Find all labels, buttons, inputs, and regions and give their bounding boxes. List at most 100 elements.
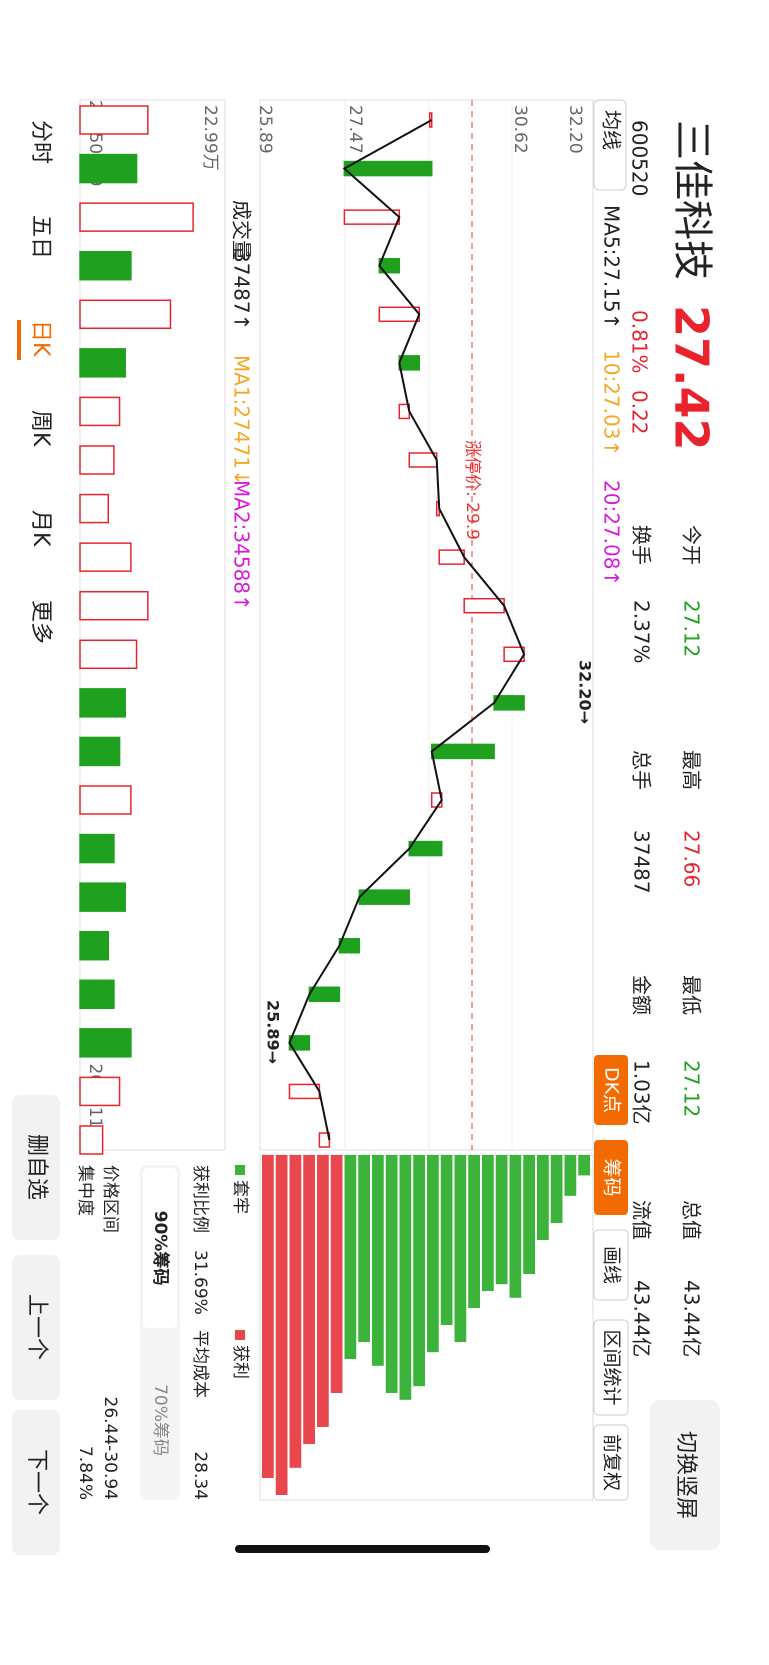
close-line [288, 119, 526, 1141]
range: 26.44-30.94 [100, 1397, 120, 1500]
nav-tab[interactable]: 更多 [28, 600, 53, 644]
concentration: 7.84% [75, 1446, 95, 1500]
stat-label: 金额 [630, 975, 654, 1015]
chip-bar [413, 1155, 425, 1387]
nav-tab[interactable]: 五日 [28, 215, 53, 259]
switch-label[interactable]: 切换竖屏 [673, 1431, 698, 1519]
volume-bar [79, 299, 172, 330]
limit-label: 涨停价: 29.9 [462, 440, 482, 540]
volume-bar [79, 1076, 121, 1107]
change: 0.22 [628, 390, 652, 435]
chip-bar [289, 1155, 302, 1468]
ma-button[interactable] [593, 99, 627, 191]
volume-bar [79, 833, 115, 864]
chip-tab[interactable]: 90%筹码 [150, 1211, 171, 1286]
candle [358, 889, 411, 905]
candle [493, 695, 525, 711]
tool-button[interactable] [594, 1055, 628, 1125]
volume-bar [79, 493, 110, 524]
volume-bar [79, 736, 121, 767]
chip-bar [454, 1155, 467, 1342]
volume-bar [79, 202, 194, 232]
volume-bar [79, 348, 126, 378]
stat-value: 1.03亿 [630, 1060, 654, 1125]
candle [408, 452, 438, 468]
tool-button[interactable] [593, 1229, 629, 1301]
candle [343, 209, 401, 225]
change-pct: 0.81% [628, 310, 652, 374]
candle [378, 306, 421, 323]
volume-bar [79, 785, 132, 815]
price-pane [259, 99, 594, 1151]
legend-profit: 获利 [230, 1345, 250, 1379]
stat-label: 最高 [680, 750, 704, 790]
volume-pane [79, 99, 226, 1151]
nav-tab[interactable]: 月K [28, 510, 53, 547]
chip-bar [440, 1155, 453, 1325]
volume-label[interactable]: 成交量 [230, 200, 254, 260]
legend-swatch [235, 1330, 245, 1340]
nav-tab[interactable]: 日K [28, 320, 53, 357]
tool-button-label[interactable]: 筹码 [601, 1158, 623, 1196]
nav-tab[interactable]: 分时 [28, 120, 53, 164]
ma20: 20:27.08↑ [600, 480, 624, 586]
tool-button[interactable] [593, 1424, 629, 1501]
nav-tab[interactable]: 周K [28, 410, 53, 447]
legend-swatch [235, 1165, 245, 1175]
candle [308, 986, 341, 1003]
nav-button-label[interactable]: 下一个 [24, 1449, 49, 1515]
chip-bar [523, 1155, 535, 1274]
y-axis-label: 27.47 [345, 105, 365, 154]
tool-button-label[interactable]: 前复权 [601, 1434, 623, 1491]
home-indicator [235, 1545, 490, 1553]
tool-button-label[interactable]: DK点 [601, 1067, 623, 1113]
chip-bar [358, 1155, 370, 1342]
profit-ratio-label: 获利比例 [190, 1165, 210, 1233]
volume-bar [79, 542, 132, 572]
range-label: 价格区间 [100, 1165, 120, 1233]
tool-button[interactable] [593, 1319, 629, 1416]
volume-bar [79, 590, 149, 621]
chip-bar [344, 1155, 357, 1359]
stat-value: 37487 [630, 830, 654, 894]
vol-max: 22.99万 [200, 105, 220, 171]
chip-tab-active[interactable] [143, 1168, 177, 1328]
chip-bar [399, 1155, 412, 1400]
tool-button[interactable] [594, 1140, 628, 1215]
candle [343, 160, 433, 177]
candle [408, 840, 443, 857]
volume-bar [79, 445, 115, 475]
tool-button-label[interactable]: 区间统计 [601, 1329, 623, 1405]
chip-bar [385, 1155, 398, 1393]
low-marker: 25.89→ [264, 1000, 283, 1064]
chip-bar [427, 1155, 439, 1353]
chip-bar [262, 1155, 274, 1478]
stat-value: 43.44亿 [630, 1280, 654, 1357]
nav-button-label[interactable]: 上一个 [24, 1294, 49, 1360]
tool-button-label[interactable]: 画线 [601, 1246, 623, 1284]
switch-button[interactable] [650, 1400, 720, 1550]
code: 600520 [628, 120, 652, 196]
nav-button[interactable] [12, 1095, 60, 1240]
y-axis-label: 32.20 [565, 105, 585, 154]
nav-button-label[interactable]: 删自选 [24, 1134, 49, 1200]
chip-bar [537, 1155, 549, 1240]
chip-bar [468, 1155, 480, 1308]
nav-button[interactable] [12, 1255, 60, 1400]
stat-label: 总手 [630, 750, 654, 790]
chip-bar [509, 1155, 522, 1298]
chip-tab[interactable]: 70%筹码 [150, 1384, 170, 1456]
volume-bar [79, 250, 132, 281]
ma-button-label[interactable]: 均线 [600, 110, 624, 150]
ma10: 10:27.03↑ [600, 350, 624, 456]
stat-label: 最低 [680, 975, 704, 1015]
volume-bar [79, 1028, 132, 1058]
nav-button[interactable] [12, 1410, 60, 1555]
volume-bar [79, 396, 121, 427]
candle [288, 1083, 321, 1100]
chip-bar [372, 1155, 384, 1366]
high-marker: 32.20→ [576, 660, 595, 724]
chip-bar [578, 1155, 590, 1176]
